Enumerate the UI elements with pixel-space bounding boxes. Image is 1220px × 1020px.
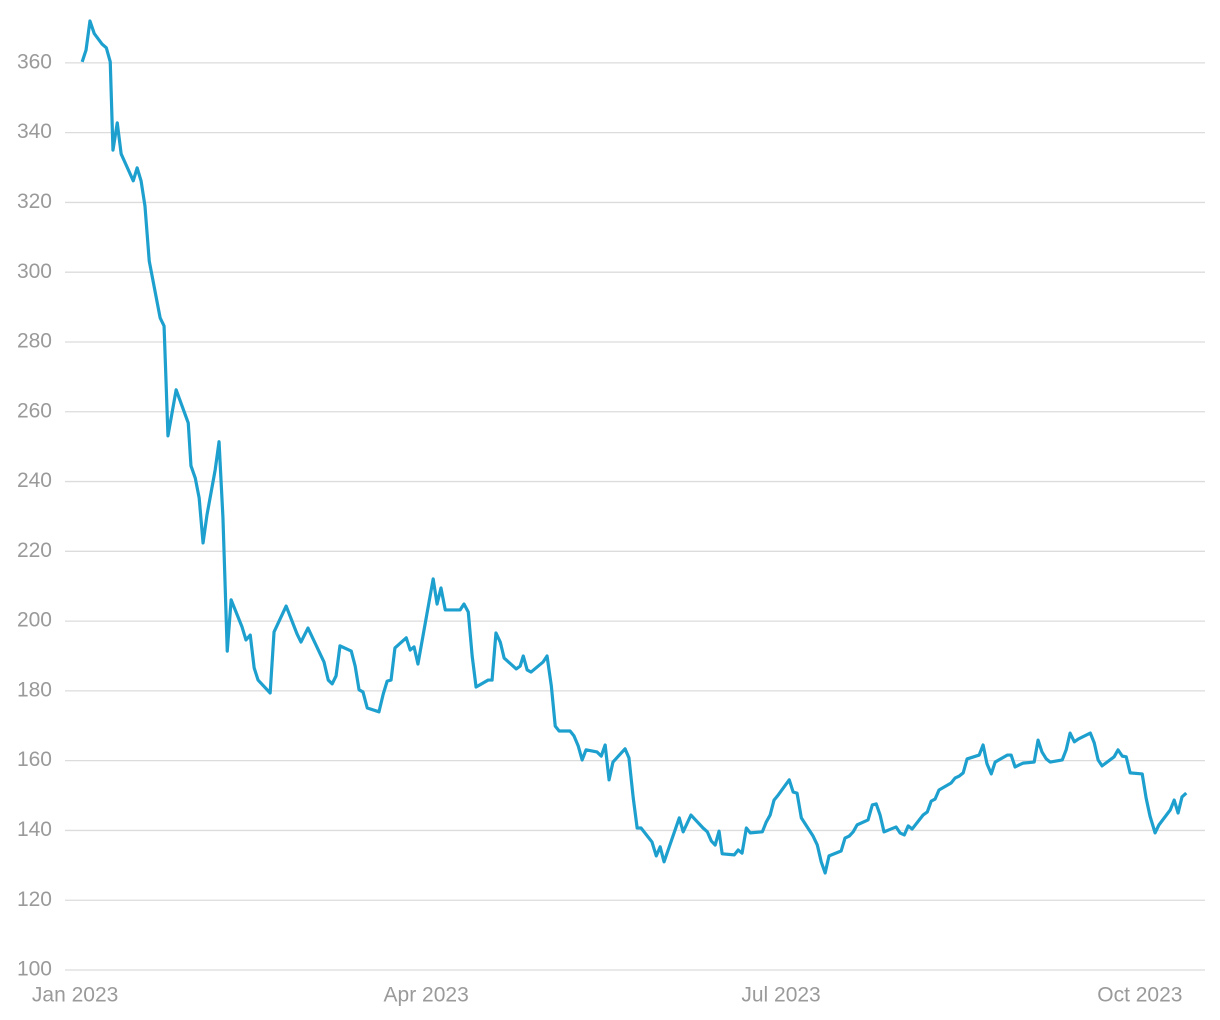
line-series	[80, 19, 1188, 875]
y-tick-label: 140	[17, 818, 52, 841]
y-tick-label: 180	[17, 678, 52, 701]
y-tick-label: 300	[17, 260, 52, 283]
y-tick-label: 160	[17, 748, 52, 771]
y-tick-label: 240	[17, 469, 52, 492]
x-tick-label: Jan 2023	[32, 984, 118, 1007]
y-tick-label: 360	[17, 50, 52, 73]
x-tick-label: Apr 2023	[384, 984, 469, 1007]
x-tick-label: Oct 2023	[1097, 984, 1182, 1007]
y-tick-label: 220	[17, 539, 52, 562]
y-tick-label: 120	[17, 888, 52, 911]
y-tick-label: 320	[17, 190, 52, 213]
y-tick-label: 340	[17, 120, 52, 143]
y-tick-label: 200	[17, 609, 52, 632]
y-tick-label: 100	[17, 958, 52, 981]
x-tick-label: Jul 2023	[741, 984, 820, 1007]
y-tick-label: 280	[17, 330, 52, 353]
y-tick-label: 260	[17, 399, 52, 422]
